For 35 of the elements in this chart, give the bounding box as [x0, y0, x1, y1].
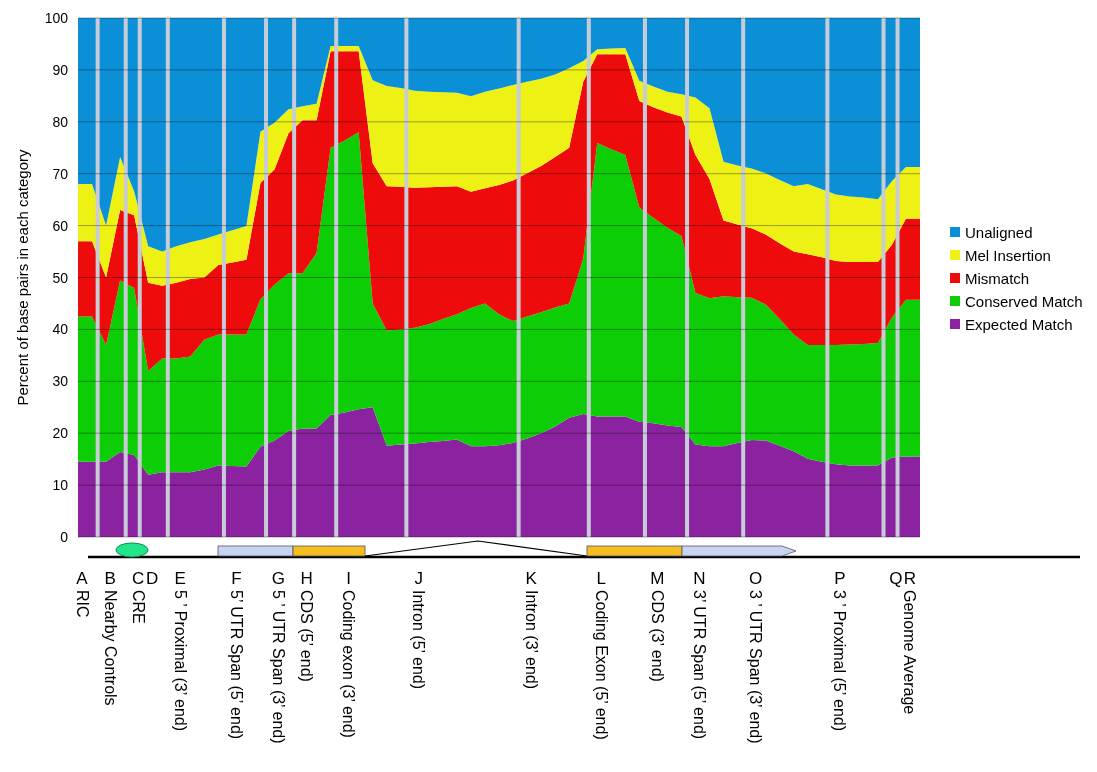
y-tick-label: 60 [52, 217, 69, 234]
x-tick-label: D [146, 568, 159, 588]
x-tick-label: I Coding exon (3’ end) [340, 568, 358, 738]
y-tick-label: 30 [52, 373, 69, 390]
x-tick-label: R Genome Average [901, 568, 919, 715]
y-tick-label: 20 [52, 425, 69, 442]
x-tick-label: E 5 ’ Proximal (3’ end) [171, 568, 189, 732]
x-tick-label: B Nearby Controls [101, 568, 119, 706]
legend-label: Unaligned [965, 223, 1033, 241]
legend-label: Mismatch [965, 269, 1030, 287]
x-tick-label: O 3 ’ UTR Span (3’ end) [747, 568, 765, 744]
x-tick-label: P 3 ’ Proximal (5’ end) [831, 568, 849, 732]
x-tick-label: H CDS (5’ end) [298, 568, 316, 682]
y-tick-label: 100 [44, 10, 69, 26]
x-tick-label: Q [889, 568, 903, 588]
y-tick-label: 40 [52, 321, 69, 338]
x-tick-label: A RIC [73, 568, 91, 618]
y-tick-label: 0 [60, 529, 69, 545]
x-tick-label: C CRE [129, 568, 147, 624]
x-tick-label: J Intron (5’ end) [410, 568, 428, 690]
x-tick-label: L Coding Exon (5’ end) [592, 568, 610, 740]
y-tick-label: 50 [52, 269, 69, 286]
legend-label: Conserved Match [965, 292, 1083, 310]
y-tick-label: 70 [52, 165, 69, 182]
legend-label: Expected Match [965, 315, 1073, 333]
y-tick-label: 80 [52, 113, 69, 130]
x-tick-label: G 5 ’ UTR Span (3’ end) [269, 568, 287, 744]
x-tick-label: N 3’ UTR Span (5’ end) [690, 568, 708, 740]
y-tick-label: 90 [52, 61, 69, 78]
x-tick-label: F 5’ UTR Span (5’ end) [227, 568, 245, 740]
x-tick-label: M CDS (3’ end) [648, 568, 666, 682]
legend-label: Mel Insertion [965, 246, 1051, 264]
x-tick-label: K Intron (3’ end) [522, 568, 540, 690]
y-axis-title: Percent of base pairs in each category [13, 149, 31, 406]
y-tick-label: 10 [52, 477, 69, 494]
